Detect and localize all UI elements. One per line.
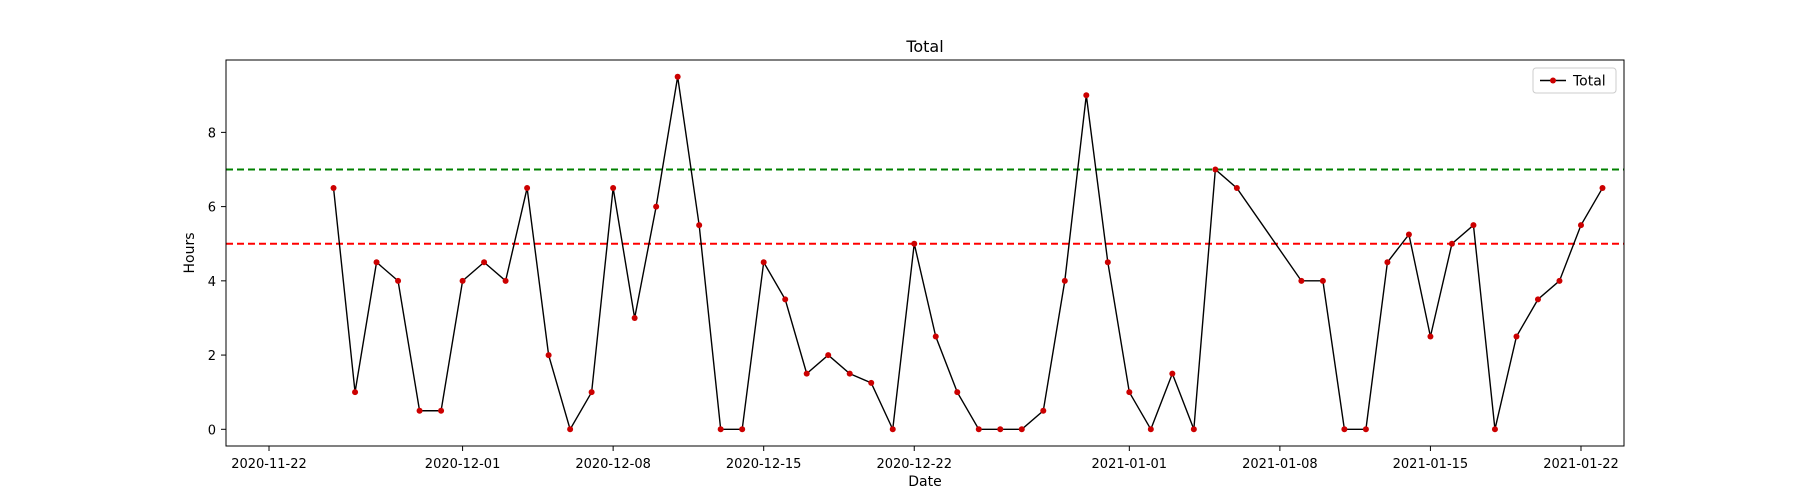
data-point (1384, 259, 1391, 266)
data-point (1427, 333, 1434, 340)
data-point (1513, 333, 1520, 340)
data-point (932, 333, 939, 340)
data-point (825, 352, 832, 359)
x-tick-label: 2020-12-15 (726, 457, 802, 472)
data-point (1405, 231, 1412, 238)
plot-frame (225, 59, 1625, 447)
data-point (911, 240, 918, 247)
data-point (1470, 222, 1477, 229)
data-point (954, 389, 961, 396)
y-tick-label: 4 (208, 275, 216, 290)
legend-marker-swatch (1550, 77, 1556, 84)
data-point (1126, 389, 1133, 396)
y-tick-label: 8 (208, 126, 216, 141)
x-axis-label: Date (908, 474, 941, 490)
data-point (1061, 277, 1068, 284)
data-point (696, 222, 703, 229)
data-point (1190, 426, 1197, 433)
data-point (481, 259, 488, 266)
legend-box (1532, 67, 1617, 94)
data-point (1534, 296, 1541, 303)
y-tick-label: 0 (208, 423, 216, 438)
data-point (653, 203, 660, 210)
x-tick-label: 2020-11-22 (231, 457, 307, 472)
data-point (782, 296, 789, 303)
data-point (438, 407, 445, 414)
data-point (889, 426, 896, 433)
data-point (739, 426, 746, 433)
data-point (975, 426, 982, 433)
data-point (1448, 240, 1455, 247)
data-point (567, 426, 574, 433)
data-point (588, 389, 595, 396)
data-point (803, 370, 810, 377)
x-tick-label: 2021-01-15 (1393, 457, 1469, 472)
chart-title: Total (905, 37, 943, 56)
data-point (1599, 185, 1606, 192)
legend-label: Total (1572, 74, 1606, 90)
data-point (1556, 277, 1563, 284)
data-point (395, 277, 402, 284)
data-point (1083, 92, 1090, 99)
x-tick-label: 2021-01-01 (1092, 457, 1168, 472)
data-point (631, 314, 638, 321)
data-point (1577, 222, 1584, 229)
data-point (997, 426, 1004, 433)
data-point (717, 426, 724, 433)
data-point (846, 370, 853, 377)
data-point (1233, 185, 1240, 192)
data-point (868, 379, 875, 386)
data-point (545, 352, 552, 359)
data-point (610, 185, 617, 192)
x-tick-label: 2020-12-22 (876, 457, 952, 472)
x-tick-label: 2020-12-01 (425, 457, 501, 472)
data-point (502, 277, 509, 284)
y-axis-label: Hours (182, 232, 198, 273)
data-point (330, 185, 337, 192)
data-point (1319, 277, 1326, 284)
data-point (1341, 426, 1348, 433)
y-tick-label: 2 (208, 349, 216, 364)
x-tick-label: 2020-12-08 (575, 457, 651, 472)
data-point (1169, 370, 1176, 377)
x-tick-label: 2021-01-22 (1543, 457, 1619, 472)
data-point (760, 259, 767, 266)
data-point (1298, 277, 1305, 284)
data-point (1362, 426, 1369, 433)
data-point (416, 407, 423, 414)
data-point (1491, 426, 1498, 433)
data-point (524, 185, 531, 192)
data-point (1212, 166, 1219, 173)
data-point (352, 389, 359, 396)
data-point (373, 259, 380, 266)
plot-area: 0 2 4 6 8 2020-11-22 2020-12-01 2020-12-08 2020-… (208, 59, 1625, 472)
data-point (1018, 426, 1025, 433)
data-point (1147, 426, 1154, 433)
x-tick-label: 2021-01-08 (1242, 457, 1318, 472)
y-tick-label: 6 (208, 201, 216, 216)
data-point (1040, 407, 1047, 414)
data-point (674, 73, 681, 80)
data-point (459, 277, 466, 284)
legend: Total (1532, 67, 1617, 94)
series-line-0 (332, 76, 1604, 432)
data-point (1104, 259, 1111, 266)
